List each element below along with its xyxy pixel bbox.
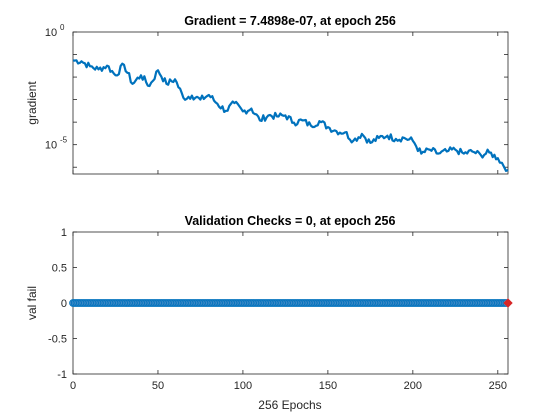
gradient-ytick-label-0: 10 [45,27,57,39]
validation-title: Validation Checks = 0, at epoch 256 [185,214,396,228]
validation-xtick-label-3: 150 [319,380,337,392]
validation-ylabel: val fail [25,286,39,320]
gradient-ytick-exp-1: -5 [60,136,68,145]
validation-ticks: 0 50 100 150 200 250 1 0.5 0 -0.5 -1 [48,227,508,392]
validation-xtick-label-2: 100 [234,380,252,392]
validation-ytick-label-1: 0.5 [52,263,67,275]
gradient-axes: Gradient = 7.4898e-07, at epoch 256 grad… [25,14,509,175]
validation-xtick-label-4: 200 [404,380,422,392]
gradient-title: Gradient = 7.4898e-07, at epoch 256 [184,14,396,28]
validation-ytick-label-2: 0 [61,298,67,310]
validation-xlabel: 256 Epochs [258,398,321,412]
validation-xtick-label-1: 50 [152,380,164,392]
gradient-ytick-label-1: 10 [45,140,57,152]
validation-axes: Validation Checks = 0, at epoch 256 val … [25,214,513,412]
validation-xtick-label-0: 0 [70,380,76,392]
validation-series [69,298,513,308]
validation-ytick-label-4: -1 [57,369,67,381]
gradient-ylabel: gradient [25,81,39,125]
validation-final-point [503,298,513,308]
validation-ytick-label-3: -0.5 [48,334,67,346]
validation-xtick-label-5: 250 [489,380,507,392]
gradient-series-line [72,59,509,172]
gradient-plot-box [72,31,509,175]
validation-ytick-label-0: 1 [61,227,67,239]
gradient-ticks: 10 010 -5 [45,23,508,174]
gradient-ytick-exp-0: 0 [60,23,65,32]
